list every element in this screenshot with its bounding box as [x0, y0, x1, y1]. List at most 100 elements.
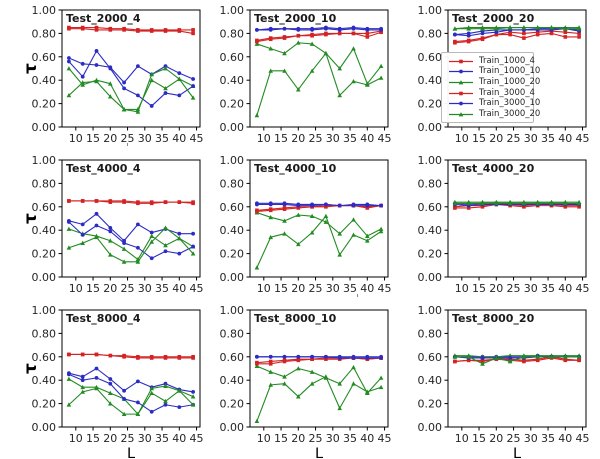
x-tick-label: 15 [472, 432, 486, 445]
series-marker-train-3000-4 [268, 362, 273, 366]
series-marker-train-1000-10 [191, 77, 196, 81]
series-marker-train-3000-4 [80, 26, 85, 31]
series-marker-train-3000-10 [480, 31, 485, 36]
x-tick-label: 35 [343, 432, 357, 445]
subplot-test-4000-20: 10 15 20 25 30 35 40 45 0.00 0.20 0.40 0.60 0.80 1.00… [418, 154, 590, 295]
series-marker-train-1000-4 [508, 30, 512, 35]
series-marker-train-3000-4 [80, 352, 85, 357]
series-marker-train-3000-4 [149, 201, 154, 206]
legend-entry-train-3000-4: Train_3000_4 [448, 88, 535, 98]
series-line-train-3000-4 [68, 353, 194, 359]
y-tick-label: 0.80 [220, 327, 245, 340]
series-marker-train-3000-10 [149, 256, 154, 261]
series-marker-train-1000-10 [94, 63, 99, 67]
series-marker-train-3000-4 [324, 32, 328, 37]
series-marker-train-3000-10 [191, 244, 196, 249]
subplot-title: Test_8000_4 [66, 312, 141, 325]
series-line-train-1000-20 [68, 378, 194, 415]
x-tick-label: 10 [257, 432, 271, 445]
series-marker-train-3000-20 [452, 354, 458, 359]
series-marker-train-3000-10 [80, 232, 85, 237]
series-marker-train-3000-20 [365, 82, 370, 87]
series-marker-train-3000-20 [135, 109, 141, 114]
y-tick-label: 1.00 [418, 304, 443, 317]
x-axis-label: L [127, 446, 135, 459]
series-marker-train-3000-20 [309, 68, 315, 73]
series-marker-train-3000-20 [66, 93, 72, 98]
series-marker-train-3000-20 [296, 241, 301, 247]
series-marker-train-3000-4 [122, 355, 126, 359]
series-marker-train-3000-4 [149, 356, 154, 360]
series-marker-train-1000-20 [254, 363, 260, 369]
series-marker-train-3000-20 [521, 354, 527, 359]
series-marker-train-3000-20 [549, 200, 554, 206]
series-marker-train-1000-20 [378, 63, 384, 69]
series-line-train-1000-4 [68, 26, 194, 31]
series-marker-train-3000-4 [67, 26, 71, 31]
series-marker-train-3000-20 [576, 354, 582, 359]
y-tick-label: 0.20 [418, 398, 443, 411]
series-marker-train-1000-4 [563, 30, 568, 35]
series-line-train-1000-4 [454, 30, 580, 43]
series-marker-train-3000-20 [521, 200, 527, 206]
y-tick-label: 0.00 [32, 121, 57, 134]
y-tick-label: 0.20 [32, 398, 57, 411]
x-tick-label: 35 [155, 282, 169, 295]
series-marker-train-3000-10 [80, 378, 85, 383]
legend-label: Train_3000_20 [479, 109, 541, 120]
x-tick-label: 15 [86, 282, 100, 295]
legend-entry-train-3000-10: Train_3000_10 [448, 99, 540, 109]
series-marker-train-1000-10 [136, 379, 140, 384]
series-marker-train-3000-4 [282, 359, 287, 364]
series-line-train-1000-10 [68, 57, 194, 84]
series-marker-train-3000-10 [67, 59, 71, 64]
y-tick-label: 0.20 [32, 248, 57, 261]
series-marker-train-3000-20 [480, 26, 485, 31]
x-tick-label: 20 [103, 282, 117, 295]
legend-label: Train_3000_4 [479, 87, 535, 98]
series-marker-train-3000-4 [466, 358, 471, 363]
series-marker-train-3000-20 [576, 26, 582, 31]
series-marker-train-3000-4 [108, 200, 113, 204]
legend-label: Train_1000_4 [479, 55, 535, 66]
axes-frame [61, 9, 201, 128]
series-marker-train-3000-20 [323, 374, 329, 379]
series-marker-train-3000-4 [577, 358, 581, 363]
x-tick-label: 15 [86, 132, 100, 145]
series-marker-train-3000-4 [255, 209, 259, 214]
x-tick-label: 35 [343, 282, 357, 295]
axes-frame [61, 309, 201, 428]
x-tick-label: 45 [190, 282, 204, 295]
x-tick-label: 35 [155, 432, 169, 445]
series-marker-train-3000-10 [324, 26, 328, 31]
series-marker-train-3000-4 [296, 358, 301, 363]
series-marker-train-3000-20 [282, 381, 287, 386]
series-line-train-3000-10 [68, 373, 194, 413]
series-marker-train-3000-10 [310, 203, 314, 208]
subplot-test-4000-4: 10 15 20 25 30 35 40 45 0.00 0.20 0.40 0.60 0.80 1.00… [21, 154, 204, 295]
x-tick-label: 45 [576, 282, 590, 295]
y-tick-label: 0.80 [418, 27, 443, 40]
series-marker-train-3000-4 [80, 199, 85, 203]
series-marker-train-3000-4 [296, 33, 301, 38]
legend-label: Train_1000_10 [479, 66, 541, 77]
series-line-train-1000-20 [454, 355, 580, 358]
subplot-title: Test_4000_10 [254, 162, 337, 175]
series-marker-train-3000-4 [365, 206, 370, 210]
series-marker-train-3000-20 [351, 381, 356, 386]
y-tick-label: 0.20 [32, 98, 57, 111]
series-marker-train-3000-4 [136, 29, 140, 33]
series-marker-train-3000-20 [365, 238, 370, 243]
series-marker-train-1000-20 [66, 226, 72, 231]
series-marker-train-3000-4 [494, 32, 499, 37]
series-marker-train-3000-4 [549, 31, 554, 36]
series-marker-train-3000-10 [163, 91, 168, 95]
x-tick-label: 40 [558, 282, 572, 295]
series-line-train-3000-4 [454, 203, 580, 209]
series-marker-train-3000-10 [149, 104, 154, 108]
series-marker-train-3000-10 [466, 33, 471, 38]
subplot-title: Test_4000_20 [452, 162, 535, 175]
legend-marker-icon [449, 102, 473, 106]
y-tick-label: 1.00 [32, 154, 57, 167]
